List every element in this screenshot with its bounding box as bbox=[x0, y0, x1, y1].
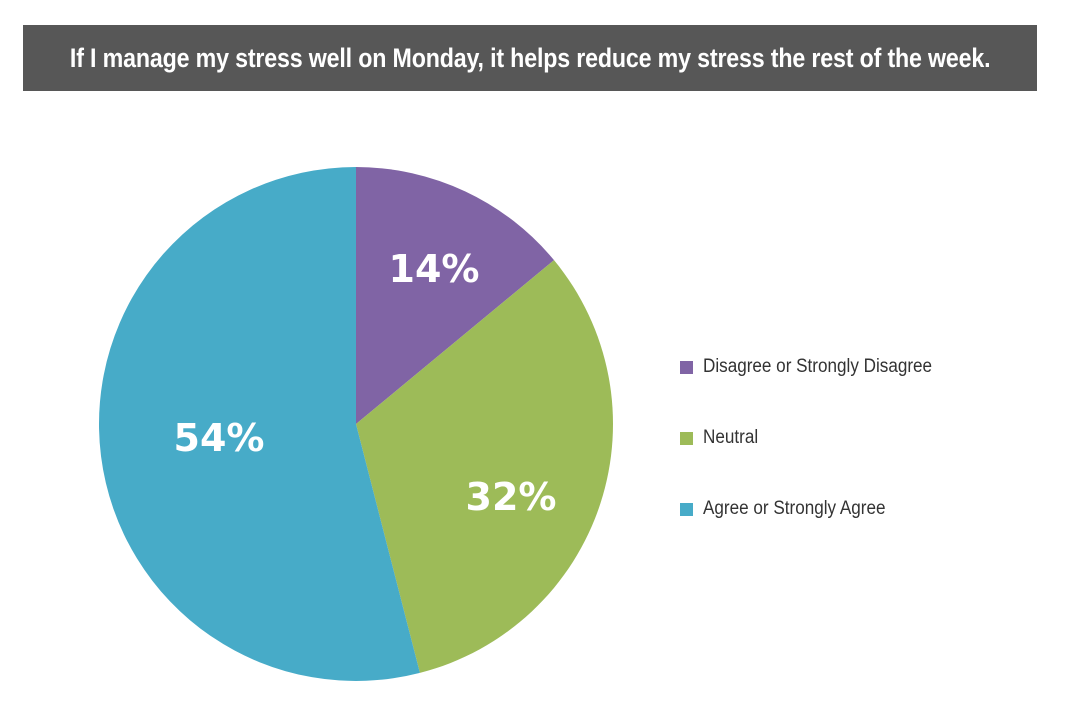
pie-slice-agree bbox=[98, 167, 420, 682]
legend-label-neutral: Neutral bbox=[703, 427, 759, 448]
title-bar: If I manage my stress well on Monday, it… bbox=[23, 25, 1037, 91]
legend-swatch-agree bbox=[680, 502, 693, 516]
legend-item-agree: Agree or Strongly Agree bbox=[680, 494, 958, 524]
legend-item-disagree: Disagree or Strongly Disagree bbox=[680, 352, 958, 382]
legend-swatch-neutral bbox=[680, 431, 693, 445]
legend-label-disagree: Disagree or Strongly Disagree bbox=[703, 356, 933, 377]
pie-slice-disagree bbox=[356, 167, 555, 424]
pie-slice-neutral bbox=[356, 260, 614, 673]
slice-label-neutral: 32% bbox=[466, 475, 557, 519]
legend: Disagree or Strongly Disagree Neutral Ag… bbox=[680, 352, 958, 565]
chart-title: If I manage my stress well on Monday, it… bbox=[69, 42, 991, 73]
legend-swatch-disagree bbox=[680, 360, 693, 374]
legend-label-agree: Agree or Strongly Agree bbox=[703, 498, 886, 519]
slice-label-agree: 54% bbox=[174, 416, 265, 460]
legend-item-neutral: Neutral bbox=[680, 423, 958, 453]
slice-label-disagree: 14% bbox=[389, 247, 480, 291]
